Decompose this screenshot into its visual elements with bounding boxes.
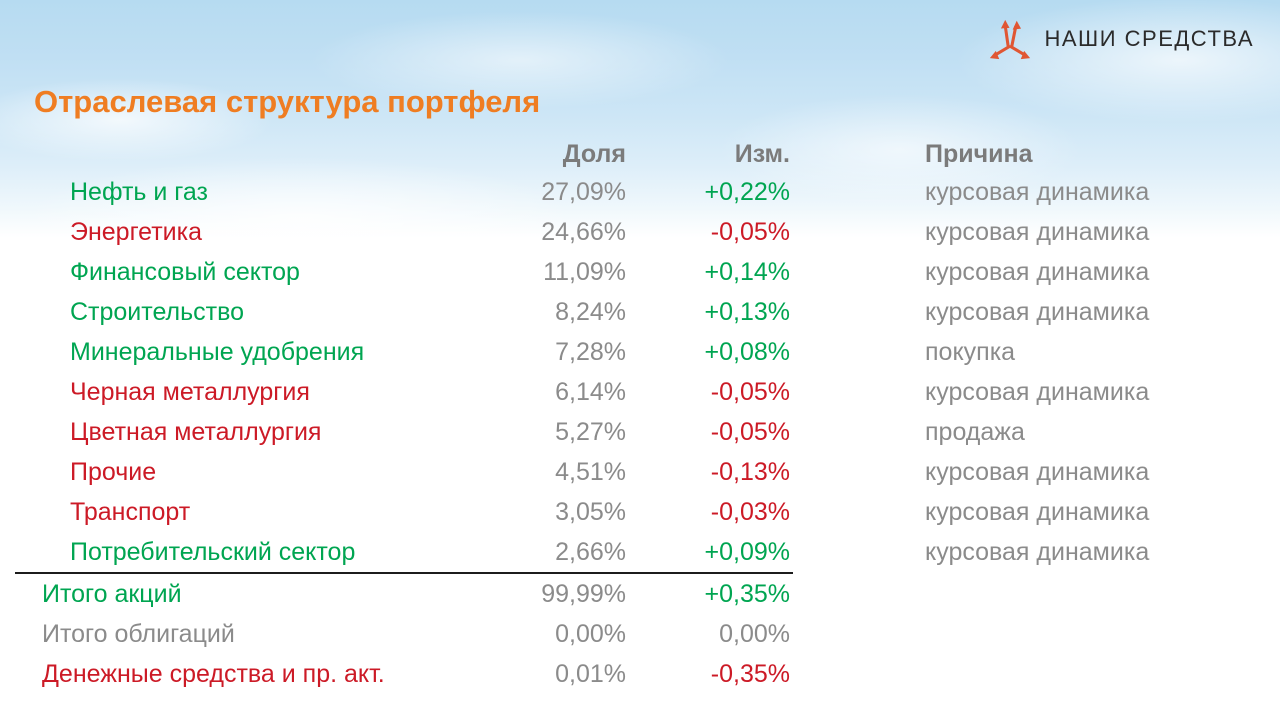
sector-name: Строительство [70, 297, 244, 326]
reason-text: продажа [925, 417, 1025, 446]
reason-text: курсовая динамика [925, 297, 1150, 326]
change-value: +0,09% [704, 537, 791, 566]
reason-text: курсовая динамика [925, 377, 1150, 406]
change-value: +0,14% [704, 257, 791, 286]
change-value: -0,03% [710, 497, 790, 526]
total-name: Итого облигаций [42, 619, 235, 648]
table-row: Финансовый сектор 11,09% +0,14% курсовая… [0, 252, 1280, 292]
share-value: 3,05% [555, 497, 626, 526]
change-value: -0,05% [710, 377, 790, 406]
change-value: -0,05% [710, 417, 790, 446]
table-header-row: Доля Изм. Причина [0, 136, 1280, 172]
change-value: -0,35% [710, 659, 790, 688]
sector-name: Цветная металлургия [70, 417, 322, 446]
change-value: +0,35% [704, 579, 791, 608]
header-share: Доля [562, 139, 626, 168]
change-value: 0,00% [719, 619, 790, 648]
table-row: Минеральные удобрения 7,28% +0,08% покуп… [0, 332, 1280, 372]
share-value: 0,00% [555, 619, 626, 648]
table-total-row: Денежные средства и пр. акт. 0,01% -0,35… [0, 654, 1280, 694]
total-name: Итого акций [42, 579, 182, 608]
reason-text: курсовая динамика [925, 217, 1150, 246]
header-change: Изм. [734, 139, 790, 168]
reason-text: курсовая динамика [925, 457, 1150, 486]
share-value: 24,66% [541, 217, 626, 246]
change-value: +0,22% [704, 177, 791, 206]
sector-name: Финансовый сектор [70, 257, 300, 286]
header-reason: Причина [925, 139, 1033, 168]
share-value: 27,09% [541, 177, 626, 206]
sector-name: Энергетика [70, 217, 203, 246]
portfolio-structure-table: Доля Изм. Причина Нефть и газ 27,09% +0,… [0, 136, 1280, 694]
table-total-row: Итого акций 99,99% +0,35% [0, 574, 1280, 614]
sector-name: Транспорт [70, 497, 191, 526]
change-value: -0,13% [710, 457, 790, 486]
table-row: Энергетика 24,66% -0,05% курсовая динами… [0, 212, 1280, 252]
table-row: Черная металлургия 6,14% -0,05% курсовая… [0, 372, 1280, 412]
reason-text: курсовая динамика [925, 257, 1150, 286]
share-value: 11,09% [543, 257, 626, 286]
brand-name: НАШИ СРЕДСТВА [1044, 26, 1254, 51]
sector-name: Прочие [70, 457, 157, 486]
change-value: +0,08% [704, 337, 791, 366]
table-row: Транспорт 3,05% -0,03% курсовая динамика [0, 492, 1280, 532]
total-rows: Итого акций 99,99% +0,35% Итого облигаци… [0, 574, 1280, 694]
change-value: -0,05% [710, 217, 790, 246]
reason-text: покупка [925, 337, 1016, 366]
table-row: Потребительский сектор 2,66% +0,09% курс… [0, 532, 1280, 572]
page-title: Отраслевая структура портфеля [34, 84, 541, 119]
reason-text: курсовая динамика [925, 537, 1150, 566]
reason-text: курсовая динамика [925, 177, 1150, 206]
sector-name: Минеральные удобрения [70, 337, 365, 366]
table-total-row: Итого облигаций 0,00% 0,00% [0, 614, 1280, 654]
sector-name: Нефть и газ [70, 177, 208, 206]
table-row: Цветная металлургия 5,27% -0,05% продажа [0, 412, 1280, 452]
change-value: +0,13% [704, 297, 791, 326]
share-value: 0,01% [555, 659, 626, 688]
arrows-logo-icon [989, 19, 1030, 60]
total-name: Денежные средства и пр. акт. [42, 659, 385, 688]
share-value: 99,99% [541, 579, 626, 608]
share-value: 5,27% [555, 417, 626, 446]
sector-rows: Нефть и газ 27,09% +0,22% курсовая динам… [0, 172, 1280, 572]
totals-divider-line [15, 572, 793, 574]
table-row: Строительство 8,24% +0,13% курсовая дина… [0, 292, 1280, 332]
share-value: 2,66% [555, 537, 626, 566]
share-value: 8,24% [555, 297, 626, 326]
share-value: 7,28% [555, 337, 626, 366]
sector-name: Потребительский сектор [70, 537, 356, 566]
table-row: Нефть и газ 27,09% +0,22% курсовая динам… [0, 172, 1280, 212]
share-value: 6,14% [555, 377, 626, 406]
table-row: Прочие 4,51% -0,13% курсовая динамика [0, 452, 1280, 492]
share-value: 4,51% [555, 457, 626, 486]
sector-name: Черная металлургия [70, 377, 310, 406]
brand-logo: НАШИ СРЕДСТВА [987, 16, 1255, 62]
reason-text: курсовая динамика [925, 497, 1150, 526]
